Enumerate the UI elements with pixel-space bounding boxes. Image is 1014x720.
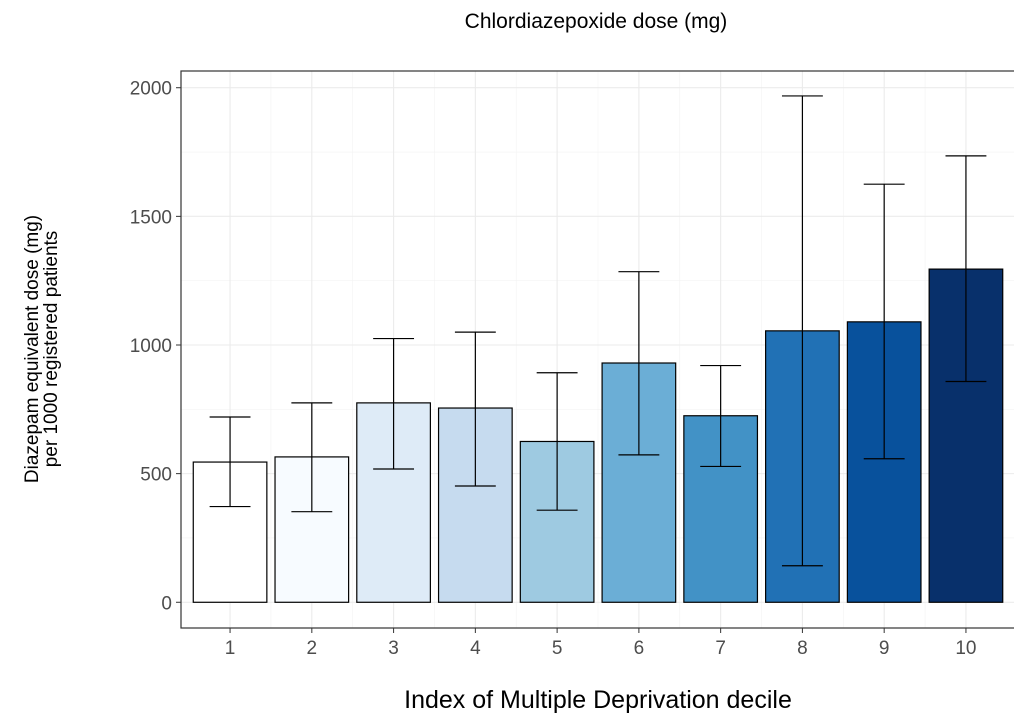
- x-tick-label: 5: [552, 638, 563, 659]
- plot-panel: [180, 70, 1014, 629]
- y-axis-title-line-2: per 1000 registered patients: [41, 231, 62, 468]
- x-axis: 1 2 3 4 5 6 7 8 9 10: [225, 628, 977, 659]
- error-bar-decile-4: [454, 331, 496, 487]
- y-tick-label: 500: [140, 465, 172, 486]
- error-bar-decile-8: [781, 95, 823, 567]
- x-tick-label: 1: [225, 638, 236, 659]
- x-tick-label: 2: [307, 638, 318, 659]
- error-bar-decile-7: [700, 364, 742, 468]
- x-tick-label: 8: [797, 638, 808, 659]
- error-bar-decile-2: [291, 402, 333, 513]
- y-tick-label: 2000: [130, 79, 172, 100]
- y-axis-title-line-1: Diazepam equivalent dose (mg): [22, 215, 43, 483]
- y-tick-label: 1000: [130, 336, 172, 357]
- y-axis: 0 500 1000 1500 2000: [130, 79, 181, 614]
- error-bar-decile-5: [536, 372, 578, 511]
- chart-title: Chlordiazepoxide dose (mg): [465, 10, 728, 33]
- error-bar-decile-3: [373, 337, 415, 470]
- y-tick-label: 1500: [130, 207, 172, 228]
- y-axis-title: Diazepam equivalent dose (mg) per 1000 r…: [22, 215, 62, 483]
- error-bar-decile-9: [863, 183, 905, 460]
- x-tick-label: 10: [955, 638, 976, 659]
- error-bar-decile-6: [618, 271, 660, 456]
- error-bar-decile-1: [209, 416, 251, 508]
- error-bars: [209, 95, 987, 567]
- x-tick-label: 4: [470, 638, 481, 659]
- x-tick-label: 9: [879, 638, 890, 659]
- x-tick-label: 7: [715, 638, 726, 659]
- x-tick-label: 6: [634, 638, 645, 659]
- y-tick-label: 0: [161, 593, 172, 614]
- error-bar-decile-10: [945, 155, 987, 383]
- x-axis-title: Index of Multiple Deprivation decile: [404, 686, 792, 714]
- x-tick-label: 3: [388, 638, 399, 659]
